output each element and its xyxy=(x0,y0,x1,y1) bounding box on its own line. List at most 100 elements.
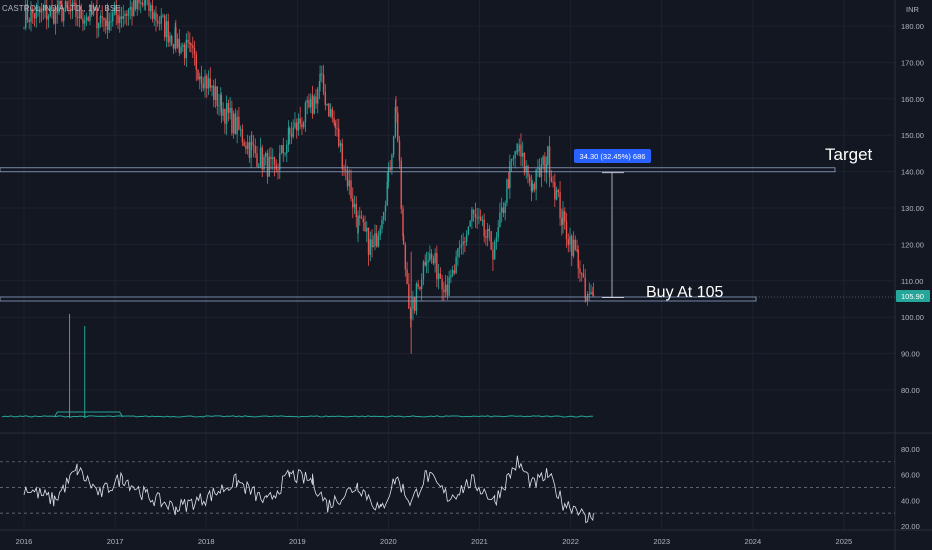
candle-body xyxy=(362,218,364,223)
year-tick-label: 2017 xyxy=(107,537,124,546)
candle-body xyxy=(178,38,181,53)
buy-zone[interactable] xyxy=(0,296,757,302)
candle-body xyxy=(169,35,171,43)
candle xyxy=(51,0,53,19)
candle-body xyxy=(94,7,96,11)
candle xyxy=(372,235,374,248)
candle xyxy=(588,282,590,302)
candle-body xyxy=(535,169,537,190)
candle-body xyxy=(265,153,267,157)
candle-body xyxy=(287,128,290,145)
candle-body xyxy=(467,226,470,235)
candle-body xyxy=(92,10,95,15)
candle-body xyxy=(151,5,154,19)
candle xyxy=(398,135,401,169)
candle-body xyxy=(474,213,477,218)
candle xyxy=(133,0,135,17)
candle xyxy=(229,96,231,120)
price-tick-label: 180.00 xyxy=(901,22,924,31)
candle-body xyxy=(336,127,338,129)
candle-body xyxy=(345,169,347,171)
candle xyxy=(193,40,196,66)
candle-body xyxy=(341,143,343,170)
candle-body xyxy=(514,151,516,159)
candle-body xyxy=(585,298,587,301)
candle xyxy=(564,207,566,230)
volume-ma-line xyxy=(1,415,594,418)
candle xyxy=(451,265,454,278)
candle-body xyxy=(557,189,560,193)
candle xyxy=(84,15,86,30)
candle xyxy=(115,0,117,26)
candle xyxy=(238,107,240,131)
candle xyxy=(248,135,251,163)
candle-body xyxy=(180,46,182,53)
candle-body xyxy=(272,157,274,160)
candle-body xyxy=(444,284,447,293)
candle xyxy=(341,138,343,176)
candle xyxy=(60,0,62,10)
candle xyxy=(338,118,340,149)
candle-body xyxy=(389,167,391,170)
candle xyxy=(54,4,57,35)
candle-body xyxy=(490,231,492,250)
candle xyxy=(239,125,242,137)
candle xyxy=(129,0,131,20)
candle xyxy=(313,94,315,115)
candle-body xyxy=(113,5,116,13)
candle xyxy=(469,219,471,227)
candle xyxy=(436,245,438,288)
candle-body xyxy=(254,145,256,154)
candle-body xyxy=(256,153,258,167)
candle xyxy=(567,233,569,253)
candle-body xyxy=(32,8,34,14)
candle xyxy=(222,102,224,121)
candle-body xyxy=(110,21,112,23)
rsi-tick-label: 60.00 xyxy=(901,471,920,480)
candle xyxy=(446,275,449,300)
candle xyxy=(70,0,72,20)
candle-body xyxy=(422,261,425,280)
candle xyxy=(197,69,199,81)
candle-body xyxy=(402,235,405,245)
candle-body xyxy=(406,269,408,285)
candle xyxy=(457,248,459,266)
candle-body xyxy=(310,98,312,108)
candle xyxy=(507,171,510,189)
candle xyxy=(397,106,399,143)
candle xyxy=(387,162,390,189)
candle-body xyxy=(133,0,135,17)
candle xyxy=(417,279,419,290)
candle xyxy=(124,10,126,25)
candle-body xyxy=(493,255,496,260)
level-lines xyxy=(0,167,895,302)
price-tick-label: 90.00 xyxy=(901,350,920,359)
measure-tool[interactable]: 34.30 (32.45%) 686 xyxy=(574,149,651,298)
candle xyxy=(540,157,543,188)
candle xyxy=(82,10,84,32)
candle-body xyxy=(339,143,342,146)
candle-body xyxy=(590,291,592,295)
candle xyxy=(486,222,489,247)
target-zone[interactable] xyxy=(0,167,836,173)
candle xyxy=(510,158,513,172)
candle xyxy=(471,207,473,214)
candle-body xyxy=(439,273,442,279)
candle-body xyxy=(122,16,124,19)
candle-body xyxy=(493,241,496,256)
candle xyxy=(444,274,447,297)
candle xyxy=(437,263,440,290)
candle xyxy=(429,245,431,262)
candle xyxy=(303,120,305,130)
candle-body xyxy=(348,180,350,187)
candle xyxy=(478,208,480,225)
candle xyxy=(481,215,484,226)
candle xyxy=(386,172,388,207)
candle xyxy=(232,110,235,139)
candle xyxy=(200,65,203,92)
candle-body xyxy=(518,144,520,152)
candle xyxy=(224,108,226,134)
candle xyxy=(187,30,189,49)
candle-body xyxy=(239,129,242,131)
